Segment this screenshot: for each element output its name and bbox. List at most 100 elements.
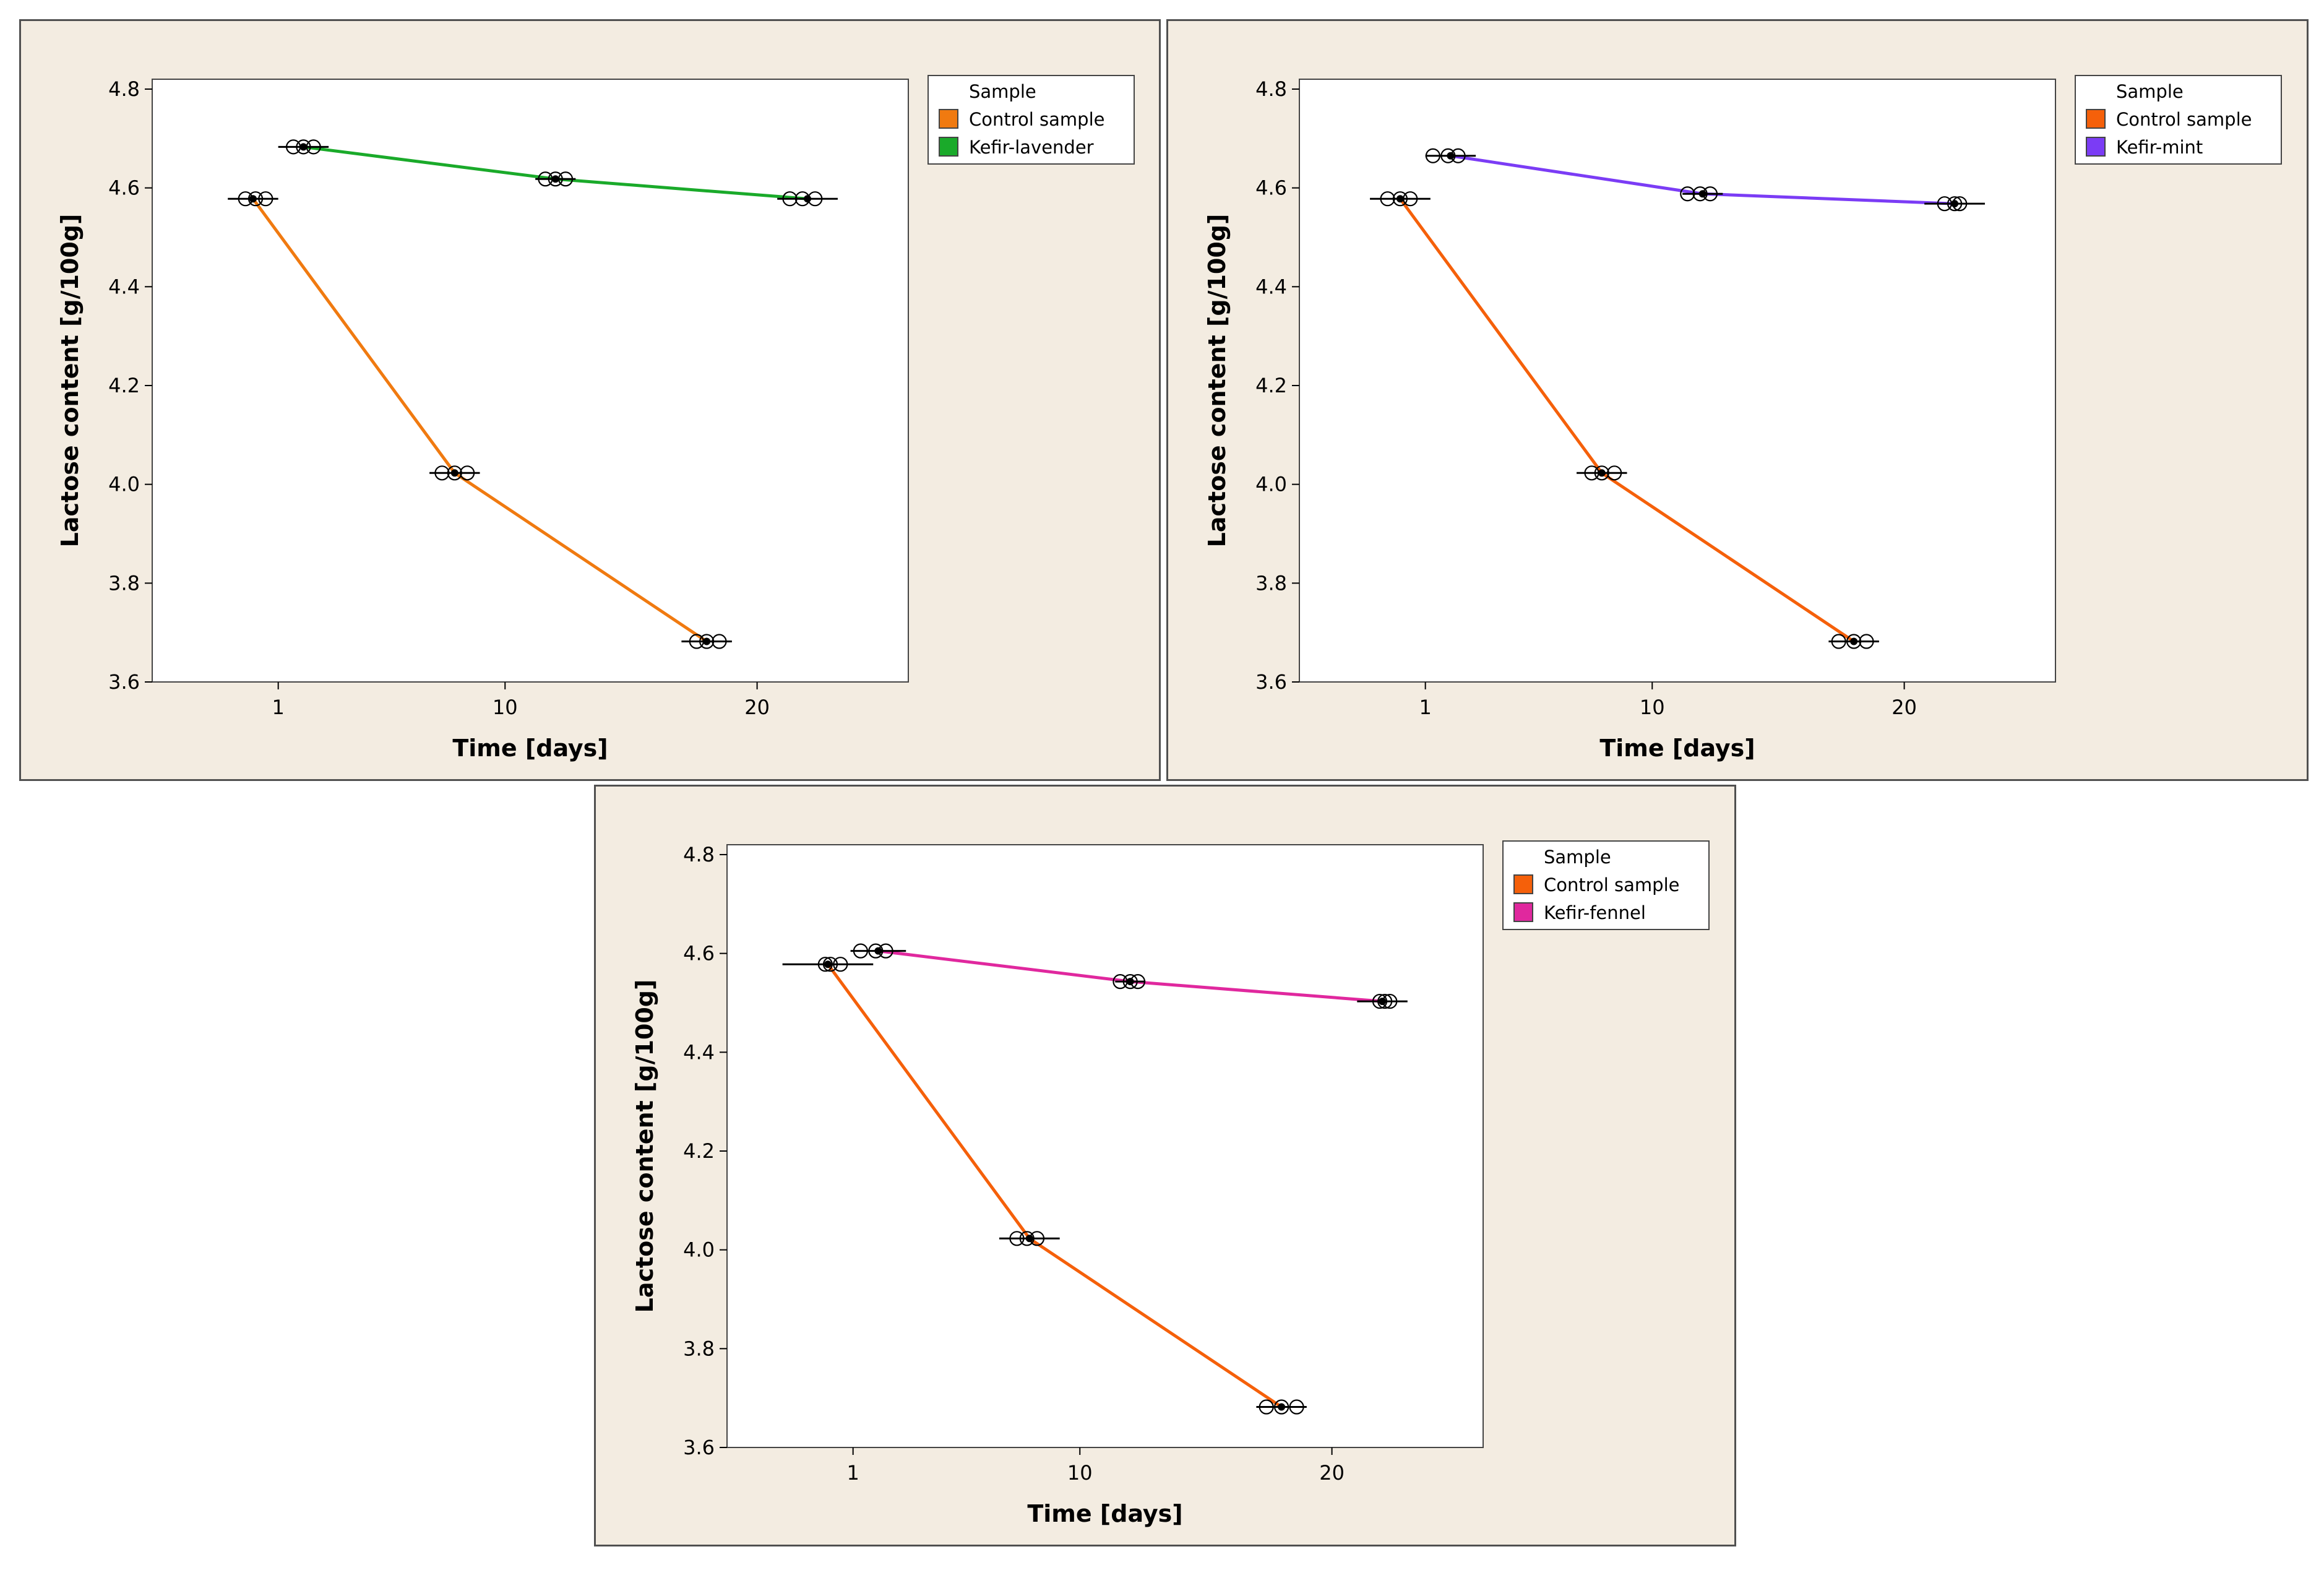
mean-point — [450, 469, 458, 477]
chart-lavender: 3.6 3.8 4.0 4.2 4.4 4.6 4.8 1 10 20 Time [days] Lac… — [56, 75, 1135, 762]
legend-title: Sample — [969, 81, 1036, 102]
legend-swatch — [1513, 874, 1533, 894]
legend-box — [927, 75, 1135, 165]
mean-point — [824, 960, 832, 968]
y-tick-label: 4.4 — [1255, 275, 1287, 298]
x-tick-label: 10 — [1640, 696, 1665, 719]
y-axis-title: Lactose content [g/100g] — [56, 214, 84, 548]
replicate-point — [1692, 186, 1708, 202]
mean-point — [551, 175, 559, 183]
replicate-point — [1289, 1399, 1304, 1415]
y-tick-label: 3.8 — [108, 571, 140, 595]
chart-panel-lavender: 3.6 3.8 4.0 4.2 4.4 4.6 4.8 1 10 20 Time [days] Lac… — [19, 19, 1161, 781]
mean-point — [703, 637, 711, 645]
x-tick-label: 10 — [493, 696, 518, 719]
replicate-point — [1947, 196, 1963, 212]
replicate-point — [460, 465, 475, 481]
y-tick-label: 4.6 — [1255, 176, 1287, 200]
mean-point — [249, 195, 257, 203]
replicate-point — [853, 943, 868, 959]
legend-box — [1502, 840, 1710, 930]
y-tick-label: 4.8 — [683, 843, 715, 866]
replicate-point — [1009, 1231, 1025, 1246]
replicate-point — [1392, 191, 1408, 207]
mean-point — [1447, 152, 1455, 160]
replicate-point — [699, 634, 715, 649]
legend-label: Control sample — [969, 109, 1104, 130]
y-tick-label: 4.4 — [108, 275, 140, 298]
replicate-point — [247, 191, 264, 207]
mean-point — [1951, 200, 1959, 208]
replicate-point — [1377, 993, 1393, 1009]
replicate-point — [1846, 634, 1862, 649]
y-tick-label: 4.8 — [1255, 77, 1287, 101]
x-axis-title: Time [days] — [1027, 1500, 1182, 1527]
replicate-point — [296, 139, 311, 155]
replicate-point — [258, 191, 273, 207]
x-tick-label: 1 — [272, 696, 284, 719]
replicate-point — [1380, 191, 1395, 207]
mean-point — [1379, 998, 1387, 1006]
x-tick-label: 20 — [744, 696, 770, 719]
mean-point — [1126, 978, 1134, 986]
x-axis-title: Time [days] — [1599, 735, 1755, 762]
x-tick-label: 1 — [846, 1461, 859, 1485]
legend-title: Sample — [1544, 847, 1611, 868]
x-tick-label: 1 — [1419, 696, 1431, 719]
y-tick-label: 3.6 — [108, 670, 140, 694]
y-tick-label: 4.0 — [1255, 473, 1287, 496]
x-tick-label: 20 — [1319, 1461, 1345, 1485]
replicate-point — [817, 957, 833, 972]
replicate-point — [868, 943, 884, 959]
replicate-point — [782, 191, 798, 207]
mean-point — [1396, 195, 1404, 203]
mean-point — [1698, 190, 1706, 198]
legend-box — [2075, 75, 2282, 165]
chart-fennel: 3.6 3.8 4.0 4.2 4.4 4.6 4.8 1 10 20 Time [days] Lac… — [631, 840, 1710, 1527]
y-tick-label: 4.6 — [683, 942, 715, 965]
x-axis-title: Time [days] — [452, 735, 608, 762]
mean-point — [804, 195, 812, 203]
replicate-point — [712, 634, 727, 649]
x-tick-label: 10 — [1067, 1461, 1093, 1485]
mean-point — [874, 947, 882, 955]
chart-mint: 3.6 3.8 4.0 4.2 4.4 4.6 4.8 1 10 20 Time [days] Lac… — [1203, 75, 2282, 762]
mean-point — [1850, 637, 1858, 645]
y-tick-label: 4.8 — [108, 77, 140, 101]
y-tick-label: 4.2 — [683, 1139, 715, 1163]
plot-area — [152, 79, 909, 683]
replicate-point — [1594, 465, 1609, 481]
legend-title: Sample — [2116, 81, 2184, 102]
replicate-point — [1425, 148, 1440, 163]
replicate-point — [548, 171, 563, 187]
replicate-point — [1680, 186, 1695, 202]
y-tick-label: 4.2 — [108, 374, 140, 397]
replicate-point — [447, 465, 462, 481]
legend-swatch — [1513, 902, 1533, 922]
y-axis-title: Lactose content [g/100g] — [1203, 214, 1231, 548]
legend-swatch — [939, 109, 958, 129]
legend-label: Control sample — [2116, 109, 2252, 130]
replicate-point — [1859, 634, 1874, 649]
replicate-point — [822, 957, 838, 972]
legend-label: Control sample — [1544, 874, 1679, 895]
mean-point — [1278, 1403, 1286, 1411]
legend-swatch — [939, 137, 958, 157]
replicate-point — [1831, 634, 1846, 649]
y-tick-label: 3.8 — [683, 1337, 715, 1360]
replicate-point — [1372, 993, 1388, 1009]
replicate-point — [833, 957, 848, 972]
replicate-point — [1274, 1399, 1289, 1415]
y-tick-label: 4.0 — [683, 1238, 715, 1262]
chart-panel-fennel: 3.6 3.8 4.0 4.2 4.4 4.6 4.8 1 10 20 Time [days] Lac… — [594, 785, 1736, 1546]
y-tick-label: 4.6 — [108, 176, 140, 200]
replicate-point — [1607, 465, 1622, 481]
replicate-point — [1019, 1231, 1035, 1246]
legend-swatch — [2086, 137, 2106, 157]
plot-area — [726, 844, 1484, 1448]
y-tick-label: 4.0 — [108, 473, 140, 496]
chart-panel-mint: 3.6 3.8 4.0 4.2 4.4 4.6 4.8 1 10 20 Time [days] Lac… — [1166, 19, 2309, 781]
plot-area — [1299, 79, 2056, 683]
y-tick-label: 3.8 — [1255, 571, 1287, 595]
y-axis-title: Lactose content [g/100g] — [631, 980, 658, 1313]
